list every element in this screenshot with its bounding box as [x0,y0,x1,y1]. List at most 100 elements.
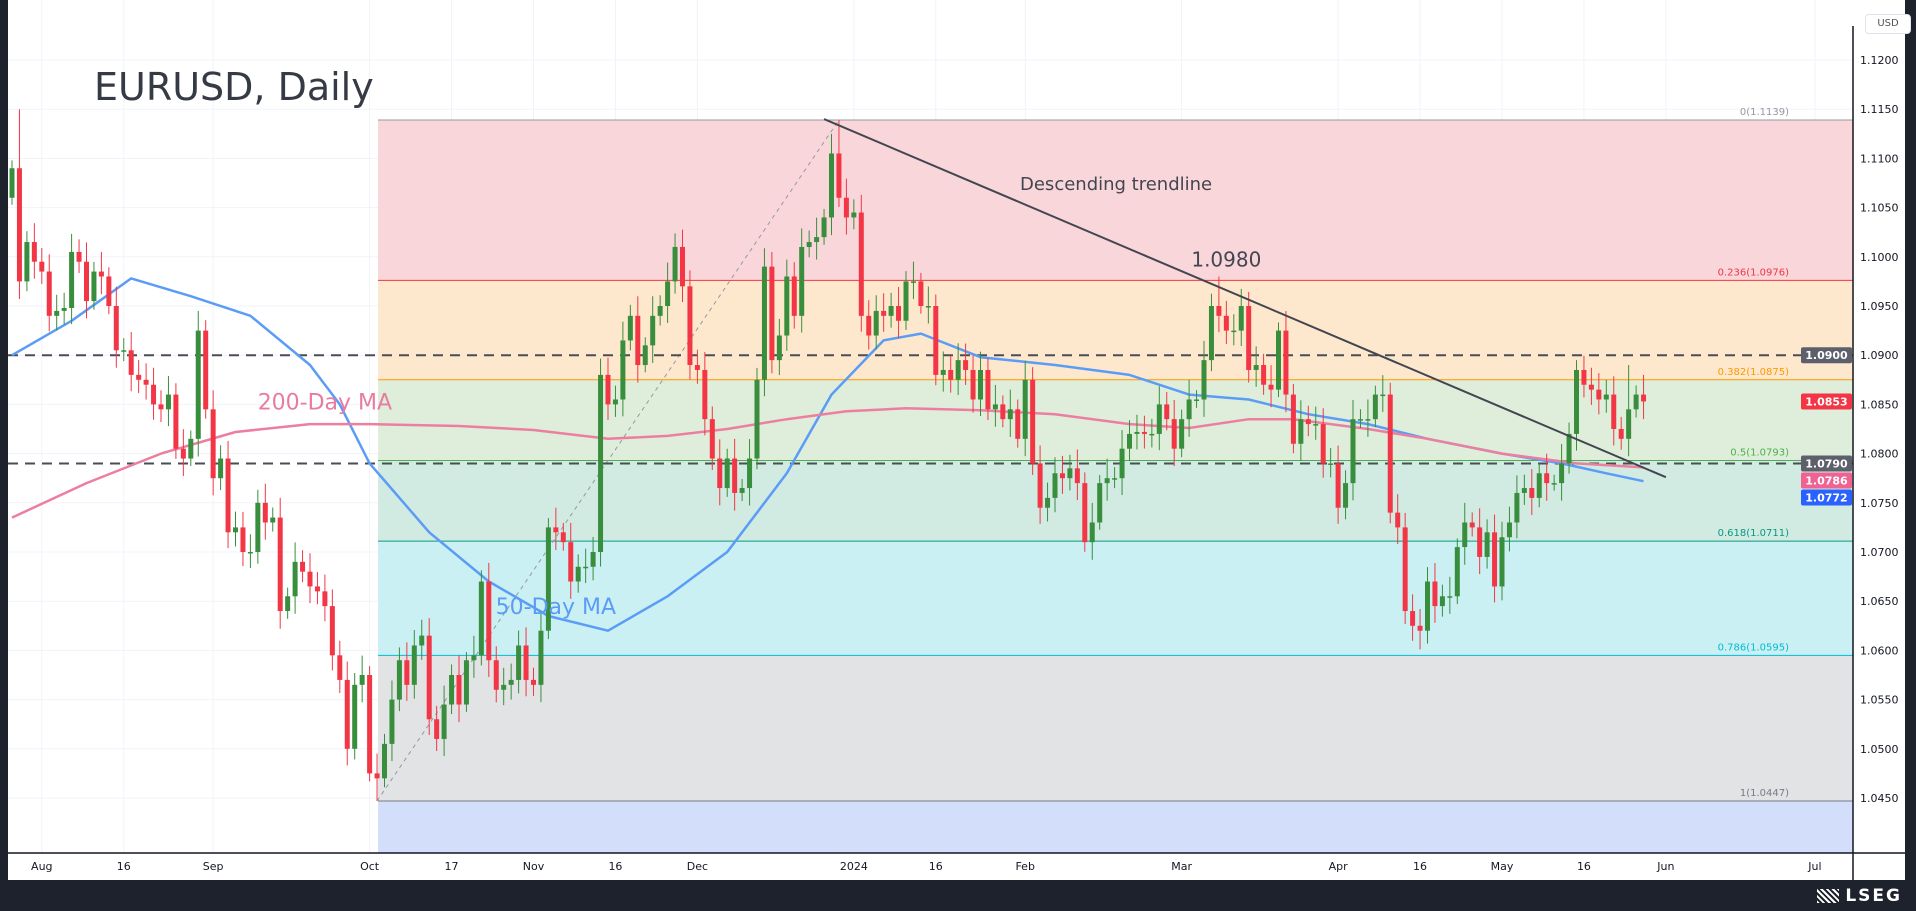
candle-body [814,237,820,243]
50-day-ma-line [11,277,1644,632]
candle-body [858,212,864,316]
candle-body [31,242,37,262]
candle-body [39,261,45,272]
candle-body [1082,483,1088,543]
candle-body [1417,625,1423,631]
candle-body [158,404,164,410]
candle-body [1164,404,1170,420]
candle-body [1574,369,1579,434]
candle-body [1425,581,1430,631]
candle-body [1521,488,1527,493]
candle-body [69,251,75,308]
candle-body [203,330,209,410]
time-tick-label: Sep [203,860,224,873]
candle-body [165,394,171,410]
candle-body [791,276,797,316]
fib-zone-0 [378,120,1853,281]
candle-body [1149,433,1155,436]
candle-body [1559,463,1565,484]
candle-body [1313,424,1319,426]
candle-body [411,645,417,685]
candle-body [888,306,894,316]
candle-body [650,315,656,346]
candle-body [314,586,320,592]
candle-body [270,517,276,523]
price-tick-label: 1.0900 [1860,349,1899,362]
candle-body [1357,419,1363,421]
candle-body [1298,419,1304,444]
candle-body [955,360,961,380]
price-label-text: 1.0790 [1805,457,1848,470]
candle-body [233,527,238,533]
candle-body [501,684,507,690]
candle-body [493,660,499,690]
candle-body [1208,306,1214,361]
candle-body [1156,404,1162,434]
candle-body [337,655,343,680]
fib-level-label: 0.236(1.0976) [1718,267,1790,278]
candle-body [1127,433,1132,449]
candle-body [91,271,97,302]
annotation-label: 200-Day MA [258,390,392,415]
candle-body [143,379,149,385]
candle-body [151,384,157,405]
candle-body [1290,394,1296,444]
candle-body [799,246,805,316]
price-label-badge [1801,393,1852,410]
candle-body [128,350,134,375]
candle-body [359,675,365,685]
candle-body [1261,365,1267,385]
candle-body [1059,473,1065,479]
price-tick-label: 1.0750 [1860,497,1899,510]
candle-body [121,350,127,352]
candle-body [1045,497,1051,508]
price-tick-label: 1.0950 [1860,300,1899,313]
candle-body [680,246,685,287]
currency-button[interactable]: USD [1865,14,1911,34]
candle-body [560,532,566,543]
candle-body [463,660,469,705]
candle-body [307,571,313,587]
candle-body [1439,596,1445,607]
candle-body [1089,522,1095,543]
candle-body [970,369,976,400]
price-tick-label: 1.0600 [1860,644,1899,657]
candle-body [396,660,402,700]
trendline-label: Descending trendline [1020,174,1212,195]
candle-body [1052,473,1058,498]
candle-body [754,379,760,459]
candle-body [1462,522,1468,548]
candle-body [1626,409,1632,439]
candle-body [1022,379,1028,439]
candle-body [441,704,447,739]
candle-body [940,369,946,375]
candle-body [612,399,618,405]
candle-body [1447,596,1453,598]
time-tick-label: Oct [360,860,380,873]
candle-body [1246,306,1252,370]
time-tick-label: 16 [929,860,943,873]
candle-body [910,281,916,283]
candle-body [739,488,745,493]
candle-body [583,566,589,569]
price-chart[interactable]: 0(1.1139) 0.236(1.0976) 0.382(1.0875) 0.5(1… [8,0,1905,880]
lseg-logo: LSEG [1817,886,1902,906]
candle-body [1596,389,1602,400]
candle-body [672,246,678,282]
candle-body [16,168,22,282]
candle-body [717,458,723,489]
candle-body [329,606,335,656]
candle-body [687,286,693,366]
candle-body [1581,369,1587,385]
price-tick-label: 1.1050 [1860,202,1899,215]
candle-body [456,675,462,705]
price-tick-label: 1.1200 [1860,54,1899,67]
time-tick-label: Jul [1807,860,1821,873]
candle-body [866,315,872,336]
candle-body [1335,463,1341,508]
candle-body [1074,468,1080,484]
candle-body [1030,379,1036,464]
descending-trendline [823,118,1667,479]
candle-body [1194,399,1200,401]
price-tick-label: 1.1100 [1860,152,1899,165]
